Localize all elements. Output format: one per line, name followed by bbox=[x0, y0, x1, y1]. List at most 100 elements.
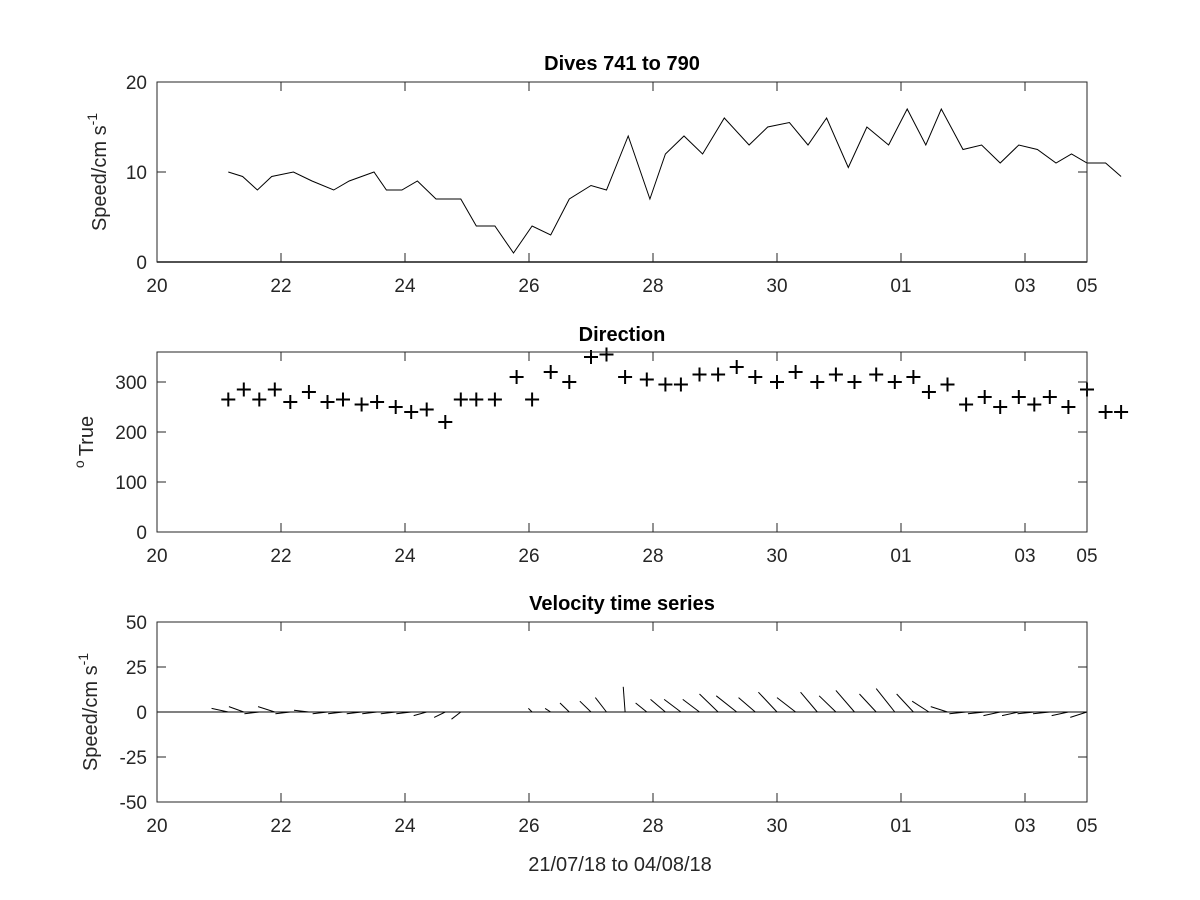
direction-point bbox=[267, 382, 282, 397]
velocity-stick bbox=[544, 707, 551, 713]
velocity-stick bbox=[433, 711, 446, 718]
direction-panel-title: Direction bbox=[579, 324, 666, 346]
direction-point bbox=[810, 375, 825, 389]
direction-point bbox=[1027, 397, 1042, 412]
velocity-stick bbox=[776, 697, 796, 713]
direction-point bbox=[320, 395, 335, 409]
direction-point bbox=[438, 415, 453, 429]
velocity-stick bbox=[594, 697, 607, 713]
direction-point bbox=[1061, 400, 1076, 414]
speed-panel-ylabel-text: Speed/cm s bbox=[89, 125, 111, 231]
direction-point bbox=[828, 367, 843, 382]
velocity-stick bbox=[682, 699, 700, 713]
direction-point bbox=[940, 377, 955, 392]
velocity-panel-x-axis: 20 22 24 26 28 30 01 03 05 bbox=[146, 622, 1098, 837]
x-tick-label: 01 bbox=[890, 276, 911, 297]
direction-point bbox=[1011, 390, 1026, 404]
direction-point bbox=[236, 382, 251, 397]
x-tick-label: 24 bbox=[394, 816, 416, 837]
velocity-stick bbox=[362, 711, 378, 715]
direction-point bbox=[252, 392, 267, 407]
direction-point bbox=[469, 392, 484, 407]
direction-point bbox=[711, 367, 726, 382]
velocity-stick bbox=[758, 691, 778, 713]
direction-panel-ylabel-degree: o bbox=[71, 460, 87, 468]
velocity-stick bbox=[559, 702, 570, 713]
direction-point bbox=[770, 375, 784, 389]
x-tick-label: 05 bbox=[1076, 816, 1097, 837]
direction-point bbox=[673, 377, 688, 392]
direction-panel: Direction oTrue 20 22 24 26 28 30 01 03 05 01002… bbox=[71, 324, 1129, 567]
velocity-stick bbox=[451, 711, 462, 720]
direction-panel-ylabel: o True bbox=[71, 416, 98, 468]
velocity-stick bbox=[1017, 711, 1035, 715]
direction-point bbox=[487, 392, 502, 407]
direction-point bbox=[692, 367, 707, 382]
direction-point bbox=[906, 370, 921, 384]
direction-point bbox=[618, 370, 633, 384]
x-tick-label: 24 bbox=[394, 276, 416, 297]
y-tick-label: 0 bbox=[136, 253, 147, 274]
velocity-stick bbox=[835, 690, 855, 713]
y-tick-label: 25 bbox=[126, 658, 147, 679]
y-tick-label: -50 bbox=[120, 793, 147, 814]
velocity-panel-ylabel-sup: -1 bbox=[75, 653, 91, 666]
velocity-stick bbox=[622, 686, 626, 713]
y-tick-label: -25 bbox=[120, 748, 147, 769]
direction-point bbox=[419, 402, 434, 417]
speed-panel-ylabel: Speed/cm s-1 bbox=[84, 113, 111, 231]
x-tick-label: 26 bbox=[518, 546, 539, 567]
direction-point bbox=[336, 392, 350, 407]
x-tick-label: 01 bbox=[890, 816, 911, 837]
velocity-stick bbox=[859, 693, 877, 713]
x-tick-label: 22 bbox=[270, 546, 291, 567]
speed-panel: Dives 741 to 790 Speed/cm s-1 20 22 24 26 28… bbox=[84, 53, 1122, 297]
direction-point bbox=[729, 360, 744, 374]
x-tick-label: 26 bbox=[518, 276, 539, 297]
y-tick-label: 300 bbox=[115, 373, 147, 394]
velocity-stick bbox=[896, 693, 914, 713]
speed-panel-frame bbox=[156, 81, 1088, 263]
x-tick-label: 20 bbox=[146, 276, 167, 297]
velocity-stick bbox=[312, 711, 328, 715]
direction-point bbox=[543, 365, 558, 379]
direction-point bbox=[993, 400, 1008, 414]
velocity-stick bbox=[800, 691, 818, 713]
x-tick-label: 24 bbox=[394, 546, 416, 567]
direction-point bbox=[525, 392, 540, 407]
velocity-stick bbox=[275, 711, 291, 715]
velocity-stick bbox=[967, 711, 985, 715]
direction-panel-y-axis: 0 100 200 300 bbox=[115, 373, 1087, 544]
x-tick-label: 20 bbox=[146, 816, 167, 837]
direction-point bbox=[959, 397, 974, 412]
velocity-stick bbox=[1070, 711, 1088, 718]
velocity-stick bbox=[715, 695, 738, 713]
x-tick-label: 30 bbox=[766, 276, 787, 297]
direction-point bbox=[283, 395, 298, 409]
direction-point bbox=[639, 372, 654, 387]
velocity-stick bbox=[396, 711, 412, 715]
x-tick-label: 05 bbox=[1076, 276, 1097, 297]
velocity-stick bbox=[328, 711, 344, 715]
velocity-panel-frame bbox=[156, 621, 1088, 803]
velocity-stick bbox=[211, 707, 229, 713]
x-tick-label: 01 bbox=[890, 546, 911, 567]
velocity-panel-ylabel: Speed/cm s-1 bbox=[75, 653, 102, 771]
y-tick-label: 20 bbox=[126, 73, 147, 94]
velocity-stick bbox=[911, 700, 930, 713]
direction-point bbox=[1098, 405, 1113, 419]
velocity-stick bbox=[413, 711, 427, 717]
velocity-stick bbox=[1001, 711, 1019, 717]
velocity-stick bbox=[579, 700, 592, 713]
velocity-stick bbox=[983, 711, 1001, 717]
speed-series-line bbox=[228, 107, 1122, 254]
direction-point bbox=[388, 400, 403, 414]
speed-panel-x-axis: 20 22 24 26 28 30 01 03 05 bbox=[146, 82, 1098, 297]
direction-point bbox=[453, 392, 468, 407]
x-tick-label: 05 bbox=[1076, 546, 1097, 567]
velocity-stick bbox=[346, 711, 362, 715]
direction-point bbox=[748, 370, 763, 384]
x-tick-label: 22 bbox=[270, 816, 291, 837]
x-tick-label: 30 bbox=[766, 546, 787, 567]
